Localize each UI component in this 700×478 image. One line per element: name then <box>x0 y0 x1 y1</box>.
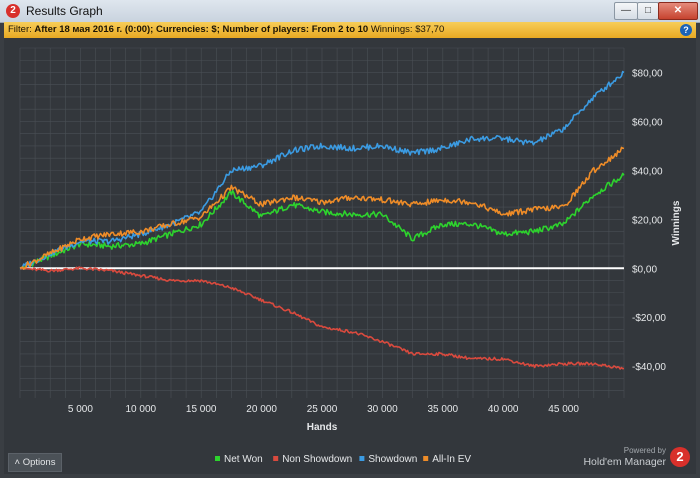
x-tick-label: 15 000 <box>186 404 217 415</box>
filter-description: Filter: After 18 мая 2016 г. (0:00); Cur… <box>8 24 444 35</box>
legend-label: Non Showdown <box>282 454 352 465</box>
legend-label: Net Won <box>224 454 263 465</box>
x-tick-label: 45 000 <box>548 404 579 415</box>
y-tick-label: $40,00 <box>632 166 663 177</box>
series-line-non-showdown <box>19 266 624 370</box>
legend-swatch <box>359 456 365 461</box>
y-tick-label: $80,00 <box>632 68 663 79</box>
x-tick-label: 35 000 <box>428 404 459 415</box>
legend-label: Showdown <box>368 454 417 465</box>
series-line-showdown <box>19 70 625 270</box>
y-axis-title: Winnings <box>671 200 682 245</box>
legend-swatch <box>273 456 279 461</box>
x-tick-label: 5 000 <box>68 404 93 415</box>
y-tick-label: $20,00 <box>632 215 663 226</box>
hm2-logo-icon: 2 <box>6 4 20 18</box>
close-button[interactable]: ✕ <box>658 2 698 20</box>
y-tick-label: -$40,00 <box>632 362 666 373</box>
x-tick-label: 30 000 <box>367 404 398 415</box>
chevron-up-icon: ˄ <box>14 457 21 468</box>
legend-swatch <box>423 456 429 461</box>
brand-logo-icon: 2 <box>670 447 690 467</box>
legend-swatch <box>215 456 220 461</box>
maximize-button[interactable]: □ <box>637 2 659 20</box>
x-tick-label: 20 000 <box>246 404 277 415</box>
x-tick-label: 10 000 <box>126 404 157 415</box>
y-tick-label: $0,00 <box>632 264 657 275</box>
brand-name: Hold'em Manager <box>583 456 666 468</box>
filter-bar: Filter: After 18 мая 2016 г. (0:00); Cur… <box>4 22 696 39</box>
legend: Net Won Non Showdown Showdown All-In EV <box>215 454 471 465</box>
title-bar: 2 Results Graph — □ ✕ <box>0 0 700 23</box>
x-axis-title: Hands <box>307 422 338 433</box>
chart-panel: -$40,00 -$20,00 $0,00 $20,00 $40,00 $60,00 $80… <box>4 38 696 474</box>
powered-by-text: Powered by <box>623 446 666 455</box>
filter-criteria: After 18 мая 2016 г. (0:00); Currencies:… <box>34 24 369 35</box>
info-icon[interactable]: ? <box>680 24 692 36</box>
x-axis: 5 000 10 000 15 000 20 000 25 000 30 000 35 00… <box>68 404 579 415</box>
series-line-net-won <box>19 172 625 270</box>
y-tick-label: -$20,00 <box>632 313 666 324</box>
filter-label: Filter: <box>8 24 32 35</box>
y-tick-label: $60,00 <box>632 117 663 128</box>
options-label: Options <box>22 457 56 468</box>
results-chart: -$40,00 -$20,00 $0,00 $20,00 $40,00 $60,00 $80… <box>19 47 682 465</box>
minimize-button[interactable]: — <box>614 2 638 20</box>
legend-label: All-In EV <box>432 454 471 465</box>
winnings-summary: Winnings: $37,70 <box>370 24 445 35</box>
window-title: Results Graph <box>26 4 103 18</box>
series-line-all-in-ev <box>19 146 625 270</box>
x-tick-label: 25 000 <box>307 404 338 415</box>
x-tick-label: 40 000 <box>488 404 519 415</box>
options-button[interactable]: ˄ Options <box>8 453 62 472</box>
y-axis: -$40,00 -$20,00 $0,00 $20,00 $40,00 $60,00 $80… <box>632 68 666 373</box>
grid-lines <box>19 47 625 398</box>
